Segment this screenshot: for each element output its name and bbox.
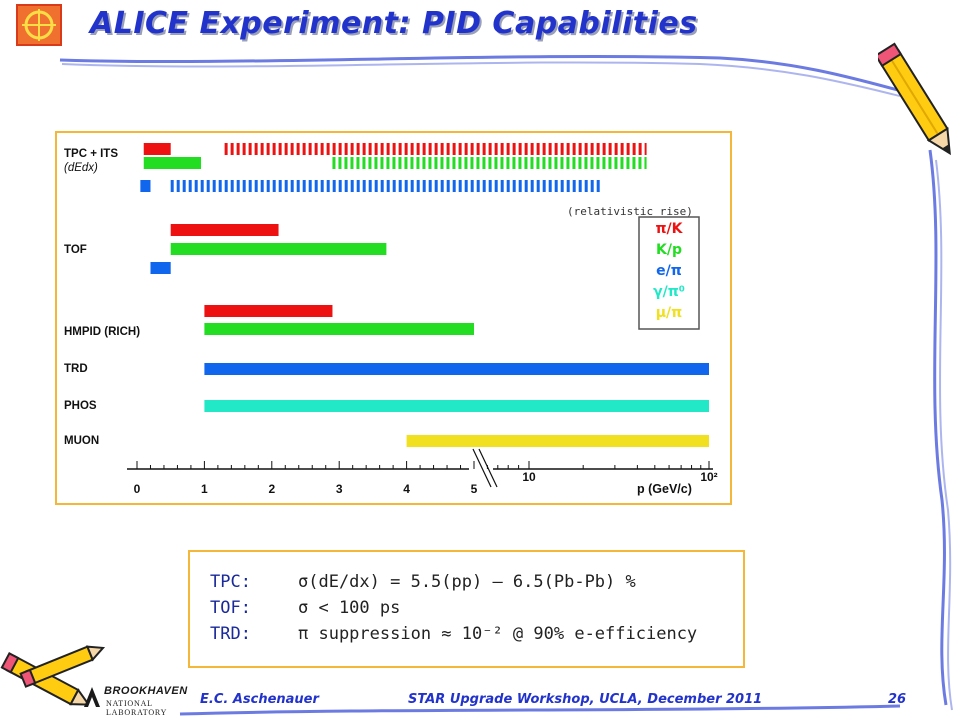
range-bar <box>170 243 387 255</box>
range-bar <box>170 224 279 236</box>
note-trd-text: π suppression ≈ 10⁻² @ 90% e-efficiency <box>298 624 698 644</box>
note-trd-key: TRD: <box>210 624 251 644</box>
note-tpc: TPC: σ(dE/dx) = 5.5(pp) – 6.5(Pb-Pb) % <box>210 572 636 592</box>
x-tick-label: 5 <box>471 482 478 496</box>
note-tpc-text: σ(dE/dx) = 5.5(pp) – 6.5(Pb-Pb) % <box>298 572 636 592</box>
detector-label: TPC + ITS <box>64 148 118 160</box>
detector-label: TOF <box>64 244 87 256</box>
pid-capabilities-chart: TPC + ITS (dEdx) TOF HMPID (RICH) TRD PHOS MUO… <box>64 143 718 496</box>
legend-box <box>638 216 700 330</box>
detector-sublabel: (dEdx) <box>64 162 98 174</box>
range-bar <box>406 435 709 447</box>
axis-break-mark <box>478 448 498 488</box>
slide-title: ALICE Experiment: PID Capabilities <box>90 6 698 41</box>
page-number: 26 <box>888 692 907 707</box>
range-bar <box>143 143 171 155</box>
resolution-notes: TPC: σ(dE/dx) = 5.5(pp) – 6.5(Pb-Pb) % TO… <box>188 550 745 668</box>
detector-label: MUON <box>64 435 99 447</box>
detector-label: HMPID (RICH) <box>64 326 140 338</box>
x-tick-label: 3 <box>336 482 343 496</box>
x-tick-label: 2 <box>268 482 275 496</box>
pencils-clipart-icon <box>0 645 106 706</box>
footer-event: STAR Upgrade Workshop, UCLA, December 20… <box>408 692 763 707</box>
range-bar <box>204 363 709 375</box>
detector-label: TRD <box>64 363 88 375</box>
bnl-logo-sub-text: NATIONAL LABORATORY <box>106 699 168 717</box>
footer-author: E.C. Aschenauer <box>200 692 319 707</box>
legend-entry: γ/π⁰ <box>653 284 685 300</box>
x-tick-label: 0 <box>134 482 141 496</box>
range-bar <box>204 305 333 317</box>
pencil-icon <box>878 42 951 156</box>
range-bar <box>143 157 202 169</box>
axis-break-mark <box>472 448 492 488</box>
legend-entry: e/π <box>656 263 682 279</box>
x-axis-label: p (GeV/c) <box>637 482 692 496</box>
note-trd: TRD: π suppression ≈ 10⁻² @ 90% e-efficie… <box>210 624 697 644</box>
bnl-logo-main-text: BROOKHAVEN <box>104 685 188 697</box>
legend-entry: K/p <box>656 242 682 258</box>
x-tick-label-log: 10² <box>700 470 717 484</box>
legend-entry: μ/π <box>656 305 683 321</box>
note-tof-key: TOF: <box>210 598 251 618</box>
x-tick-label-log: 10 <box>522 470 536 484</box>
detector-label: PHOS <box>64 400 97 412</box>
x-tick-label: 1 <box>201 482 208 496</box>
x-tick-label: 4 <box>403 482 410 496</box>
range-bar <box>204 400 709 412</box>
alice-logo-icon <box>16 4 62 46</box>
range-bar <box>150 262 171 274</box>
note-tof: TOF: σ < 100 ps <box>210 598 400 618</box>
bnl-logo: BROOKHAVEN NATIONAL LABORATORY <box>82 683 192 717</box>
note-tpc-key: TPC: <box>210 572 251 592</box>
pid-chart-frame: TPC + ITS (dEdx) TOF HMPID (RICH) TRD PHOS MUO… <box>55 131 732 505</box>
range-bar <box>140 180 151 192</box>
range-bar <box>204 323 474 335</box>
bnl-emblem-icon <box>84 687 100 707</box>
note-tof-text: σ < 100 ps <box>298 598 401 618</box>
relativistic-rise-annotation: (relativistic rise) <box>567 205 693 218</box>
legend-entry: π/K <box>655 221 683 237</box>
